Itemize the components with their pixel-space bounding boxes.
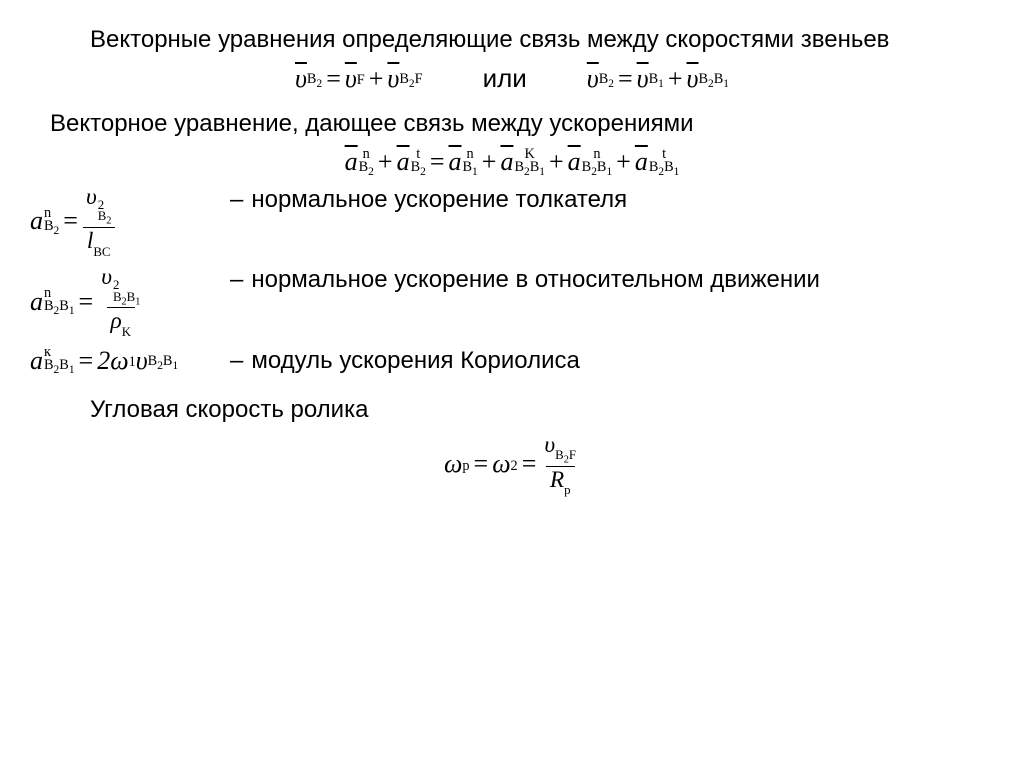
def-row-3: aкB2B1 = 2ω1υB2B1 –модуль ускорения Кори… [30, 346, 994, 376]
def-2-text: нормальное ускорение в относительном дви… [251, 266, 820, 293]
eq-acceleration: anB2 + atB2 = anB1 + aKB2B1 + anB2B1 + a… [345, 147, 680, 177]
eq-omega: ωр = ω2 = υB2F Rр [444, 433, 580, 496]
or-label: или [483, 63, 527, 94]
eq-def-1: anB2 = υ2B2 lBC [30, 185, 115, 257]
paragraph-angular-velocity: Угловая скорость ролика [90, 394, 994, 425]
eq-velocity-1: υB2 = υF + υB2F [295, 64, 423, 94]
velocity-equations-row: υB2 = υF + υB2F или υB2 = υB1 + υB2B1 [30, 63, 994, 94]
eq-def-3: aкB2B1 = 2ω1υB2B1 [30, 346, 178, 376]
def-row-1: anB2 = υ2B2 lBC –нормальное ускорение то… [30, 185, 994, 257]
omega-equation-row: ωр = ω2 = υB2F Rр [30, 433, 994, 496]
def-3-text: модуль ускорения Кориолиса [251, 347, 580, 374]
eq-def-2: anB2B1 = υ2B2B1 ρK [30, 265, 144, 337]
def-row-2: anB2B1 = υ2B2B1 ρK –нормальное ускорение… [30, 265, 994, 337]
eq-velocity-2: υB2 = υB1 + υB2B1 [587, 64, 729, 94]
paragraph-velocity-intro: Векторные уравнения определяющие связь м… [30, 24, 994, 55]
acceleration-equation-row: anB2 + atB2 = anB1 + aKB2B1 + anB2B1 + a… [30, 147, 994, 177]
def-1-text: нормальное ускорение толкателя [251, 186, 627, 213]
paragraph-accel-intro: Векторное уравнение, дающее связь между … [50, 108, 994, 139]
